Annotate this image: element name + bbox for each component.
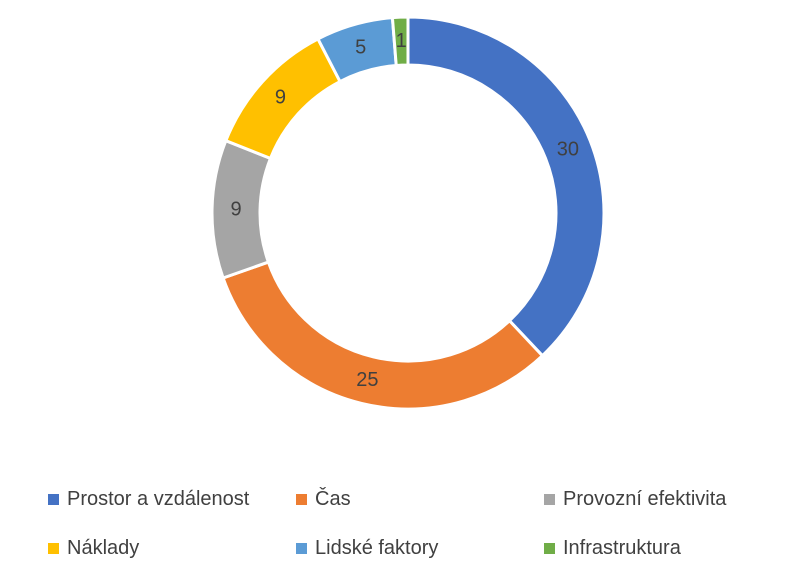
legend-swatch	[296, 494, 307, 505]
legend-item-naklady: Náklady	[48, 537, 139, 560]
legend-swatch	[48, 494, 59, 505]
data-label: 5	[355, 37, 366, 59]
legend-label: Prostor a vzdálenost	[67, 488, 250, 510]
legend-item-infrastruktura: Infrastruktura	[544, 537, 681, 560]
data-labels: 30 25 9 9 5 1	[230, 30, 579, 391]
legend-item-prostor: Prostor a vzdálenost	[48, 488, 249, 511]
legend: Prostor a vzdálenost Čas Provozní efekti…	[0, 478, 808, 568]
legend-item-provozni: Provozní efektivita	[544, 488, 726, 511]
slices	[210, 15, 606, 411]
legend-swatch	[48, 543, 59, 554]
legend-label: Náklady	[67, 537, 140, 559]
legend-swatch	[544, 543, 555, 554]
legend-swatch	[544, 494, 555, 505]
data-label: 9	[275, 87, 286, 109]
donut-plot: 30 25 9 9 5 1	[210, 15, 606, 411]
legend-label: Lidské faktory	[315, 537, 439, 559]
donut-slice	[406, 15, 606, 358]
data-label: 9	[230, 199, 241, 221]
legend-label: Provozní efektivita	[563, 488, 727, 510]
donut-slice	[390, 15, 410, 68]
donut-slice	[221, 260, 545, 411]
legend-label: Infrastruktura	[563, 537, 681, 559]
data-label: 30	[557, 139, 579, 161]
legend-item-lidske: Lidské faktory	[296, 537, 438, 560]
legend-label: Čas	[315, 488, 351, 510]
legend-item-cas: Čas	[296, 488, 351, 511]
legend-swatch	[296, 543, 307, 554]
data-label: 25	[356, 369, 378, 391]
data-label: 1	[396, 30, 407, 52]
